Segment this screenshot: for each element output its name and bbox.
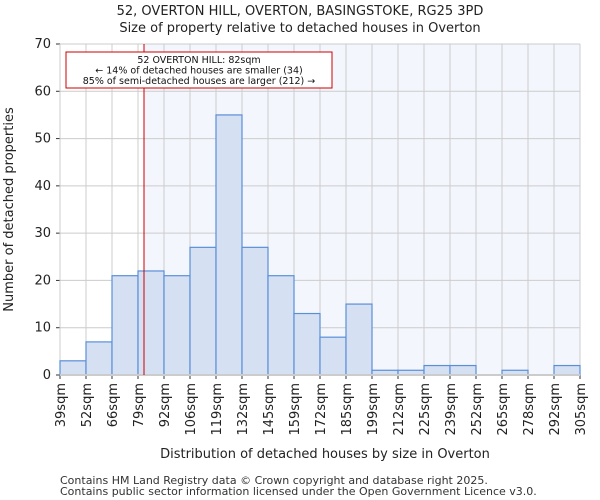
x-tick-label: 292sqm [548, 383, 563, 436]
x-tick-label: 252sqm [470, 383, 485, 436]
x-tick-label: 225sqm [418, 383, 433, 436]
y-tick-label: 50 [34, 132, 51, 147]
x-tick-label: 159sqm [288, 383, 303, 436]
x-tick-label: 119sqm [210, 383, 225, 436]
x-tick-label: 106sqm [184, 383, 199, 436]
y-tick-label: 30 [34, 226, 51, 241]
x-tick-label: 79sqm [132, 383, 147, 427]
x-tick-label: 212sqm [392, 383, 407, 436]
annotation-line: ← 14% of detached houses are smaller (34… [95, 66, 302, 77]
annotation-box [65, 51, 333, 89]
x-tick-label: 199sqm [366, 383, 381, 436]
y-tick-label: 0 [43, 368, 51, 383]
y-tick-label: 70 [34, 37, 51, 52]
x-tick-label: 39sqm [54, 383, 69, 427]
histogram-bar [267, 275, 295, 376]
x-tick-label: 145sqm [262, 383, 277, 436]
histogram-bar [345, 303, 373, 376]
y-axis-label: Number of detached properties [2, 107, 17, 312]
histogram-bar [293, 312, 321, 376]
annotation-line: 85% of semi-detached houses are larger (… [83, 76, 316, 87]
y-tick-label: 40 [34, 179, 51, 194]
histogram-bar [189, 246, 217, 376]
histogram-bar [111, 275, 139, 376]
x-tick-label: 172sqm [314, 383, 329, 436]
histogram-bar [553, 364, 581, 376]
x-tick-label: 185sqm [340, 383, 355, 436]
x-tick-label: 239sqm [444, 383, 459, 436]
footer-line-2: Contains public sector information licen… [60, 485, 537, 498]
x-tick-label: 92sqm [158, 383, 173, 427]
histogram-bar [59, 360, 87, 376]
x-tick-label: 132sqm [236, 383, 251, 436]
histogram-bar [449, 364, 477, 376]
histogram-bar [137, 270, 165, 376]
histogram-bar [85, 341, 113, 376]
x-tick-label: 66sqm [106, 383, 121, 427]
y-tick-label: 20 [34, 273, 51, 288]
histogram-bar [163, 275, 191, 376]
chart-subtitle: Size of property relative to detached ho… [119, 21, 481, 36]
x-tick-label: 52sqm [80, 383, 95, 427]
histogram-bar [423, 364, 451, 376]
y-tick-label: 10 [34, 321, 51, 336]
x-tick-label: 305sqm [574, 383, 589, 436]
x-tick-label: 265sqm [496, 383, 511, 436]
annotation-line: 52 OVERTON HILL: 82sqm [137, 55, 260, 66]
histogram-bar [319, 336, 347, 376]
y-tick-label: 60 [34, 84, 51, 99]
footer-line-1: Contains HM Land Registry data © Crown c… [60, 474, 488, 487]
chart-title: 52, OVERTON HILL, OVERTON, BASINGSTOKE, … [116, 4, 484, 19]
x-axis-label: Distribution of detached houses by size … [160, 447, 490, 462]
histogram-bar [215, 114, 243, 376]
x-tick-label: 278sqm [522, 383, 537, 436]
histogram-bar [241, 246, 269, 376]
